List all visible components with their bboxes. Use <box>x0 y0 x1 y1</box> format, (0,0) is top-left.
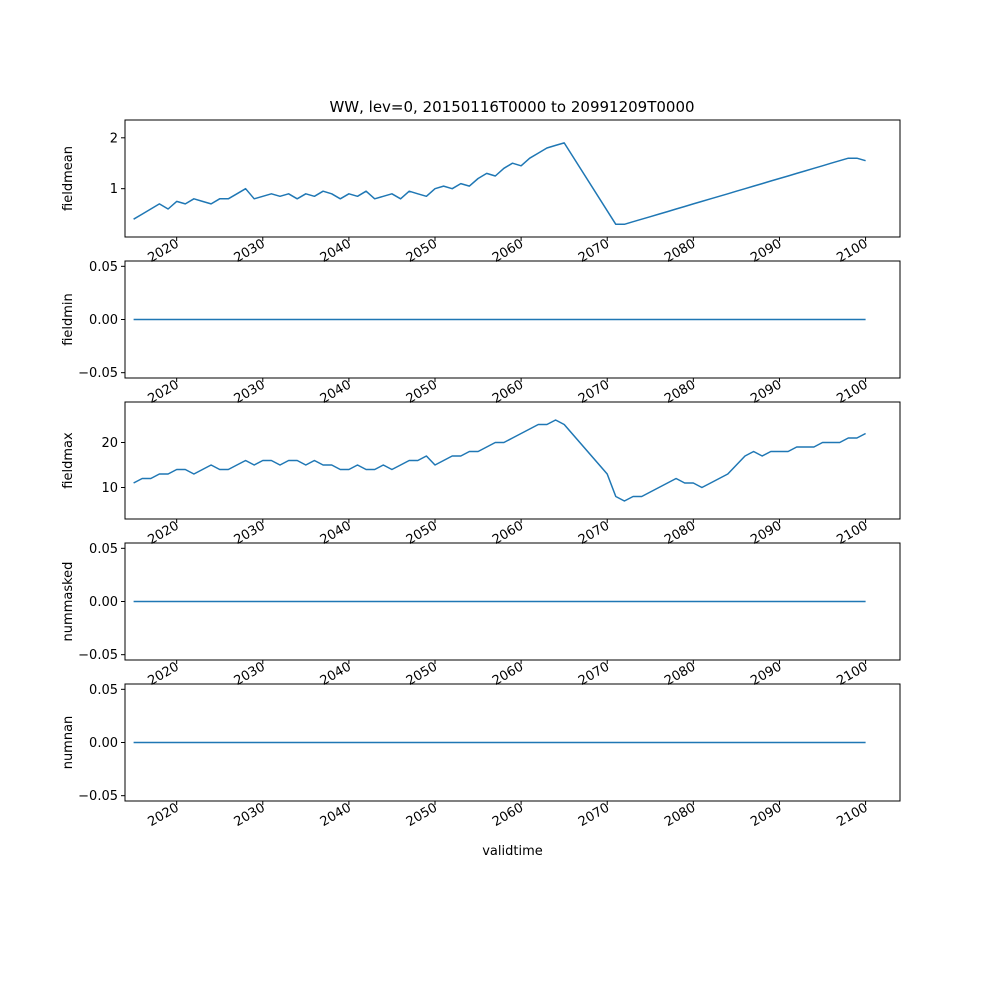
y-tick-label: 0.00 <box>89 313 118 328</box>
series-line-fieldmax <box>133 419 866 502</box>
axes-frame <box>124 401 901 520</box>
y-axis-label: numnan <box>61 716 76 770</box>
y-tick-label: 0.00 <box>89 736 118 751</box>
x-axis-label: validtime <box>482 844 543 859</box>
y-tick-label: 0.00 <box>89 595 118 610</box>
series-line-fieldmean <box>133 142 866 226</box>
y-tick-label: 10 <box>101 481 118 496</box>
y-tick-label: 0.05 <box>89 260 118 275</box>
y-tick-label: 1 <box>110 182 118 197</box>
y-axis-label: fieldmean <box>61 146 76 211</box>
y-axis-label: fieldmax <box>61 432 76 489</box>
y-tick-label: 20 <box>101 436 118 451</box>
y-tick-label: −0.05 <box>78 648 118 663</box>
y-tick-label: 0.05 <box>89 542 118 557</box>
figure-title: WW, lev=0, 20150116T0000 to 20991209T000… <box>329 98 694 116</box>
y-axis-label: fieldmin <box>61 293 76 346</box>
y-tick-label: 2 <box>110 131 118 146</box>
y-tick-label: −0.05 <box>78 366 118 381</box>
y-axis-label: nummasked <box>61 562 76 642</box>
axes-frame <box>124 119 901 238</box>
y-tick-label: −0.05 <box>78 789 118 804</box>
y-tick-label: 0.05 <box>89 683 118 698</box>
